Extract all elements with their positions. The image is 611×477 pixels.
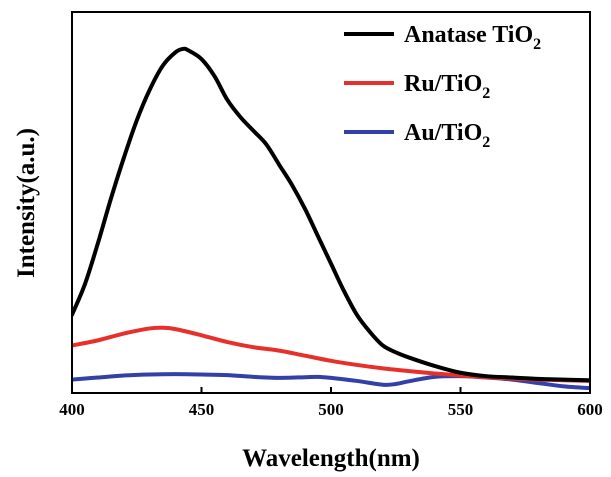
x-axis-ticks: 400 450 500 550 600 xyxy=(59,387,603,419)
x-tick-label: 400 xyxy=(59,400,85,419)
x-tick-label: 450 xyxy=(189,400,215,419)
legend-label: Anatase TiO2 xyxy=(404,22,541,53)
legend: Anatase TiO2 Ru/TiO2 Au/TiO2 xyxy=(344,22,541,151)
legend-label: Ru/TiO2 xyxy=(404,71,490,102)
x-tick-label: 600 xyxy=(577,400,603,419)
legend-label: Au/TiO2 xyxy=(404,120,490,151)
x-tick-label: 500 xyxy=(318,400,344,419)
plot-frame xyxy=(71,11,591,394)
x-axis-label: Wavelength(nm) xyxy=(242,445,420,472)
y-axis-label: Intensity(a.u.) xyxy=(13,128,40,278)
series-layer xyxy=(73,46,589,391)
x-tick-label: 550 xyxy=(448,400,474,419)
series-line-anatase-tio xyxy=(73,46,589,383)
